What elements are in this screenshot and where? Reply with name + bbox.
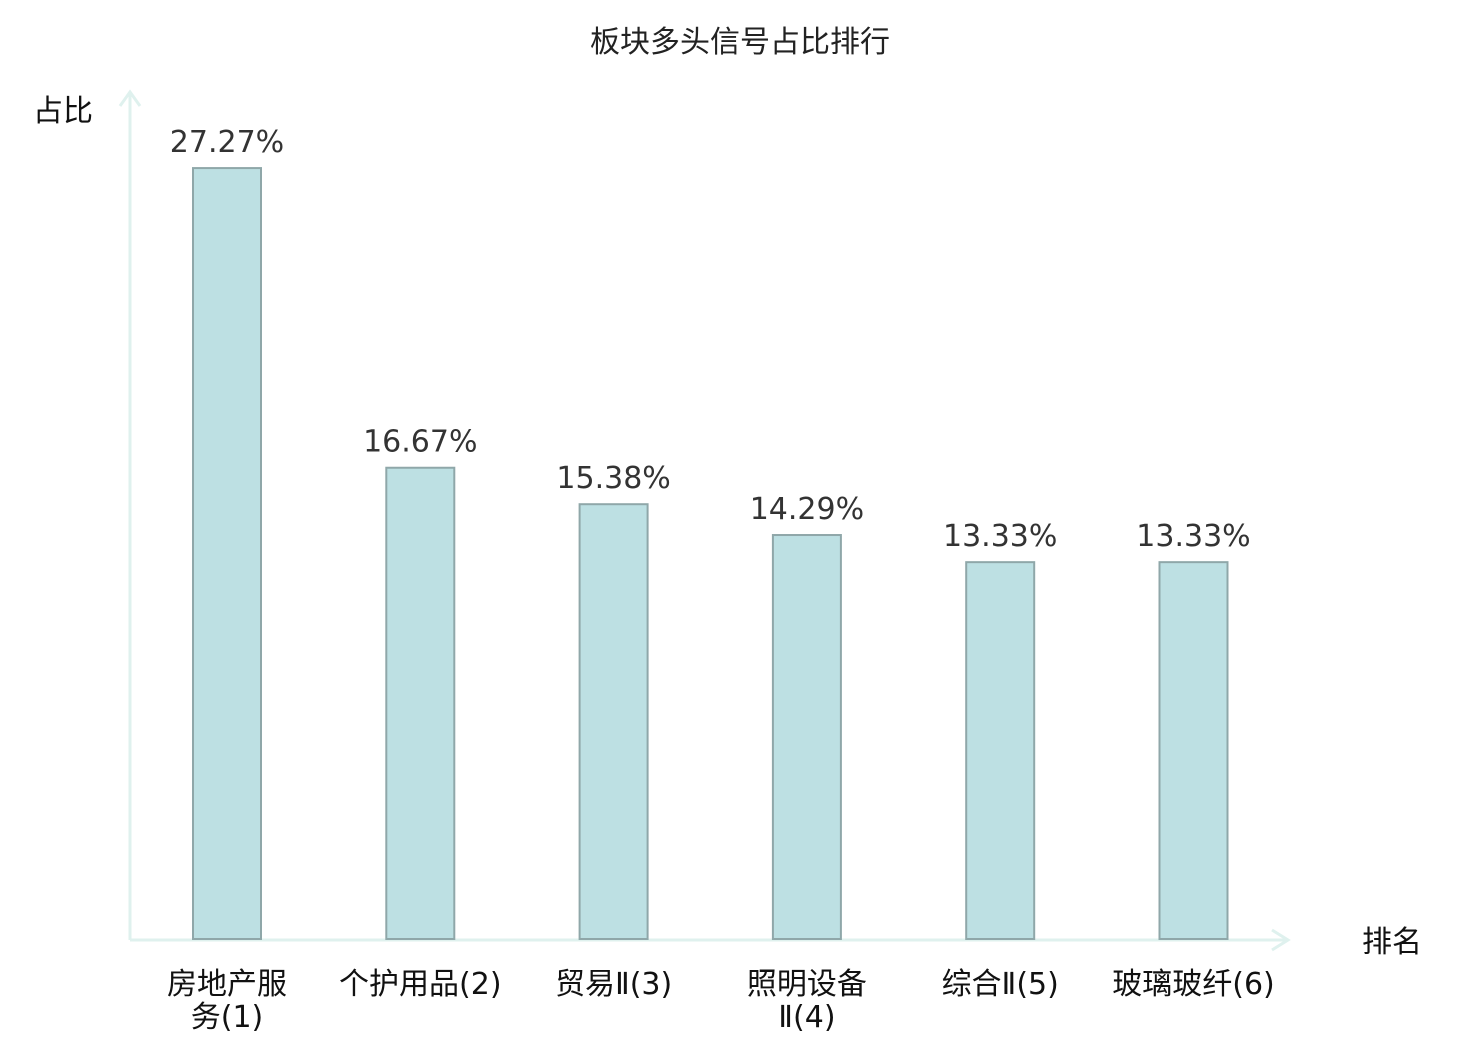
bar-4 xyxy=(771,534,842,941)
value-label-1: 27.27% xyxy=(170,125,284,160)
value-labels-group: 27.27% 16.67% 15.38% 14.29% 13.33% 13.33% xyxy=(170,125,1251,554)
category-label-2: 个护用品(2) xyxy=(339,967,502,1002)
category-label-1-line-2: 务(1) xyxy=(191,1000,264,1035)
value-label-3: 15.38% xyxy=(556,461,670,496)
y-axis-arrow xyxy=(118,89,142,107)
category-label-4-line-1: 照明设备 xyxy=(747,967,867,1002)
chart-title: 板块多头信号占比排行 xyxy=(590,25,890,60)
category-label-5: 综合Ⅱ(5) xyxy=(942,967,1059,1002)
bar-5 xyxy=(965,561,1036,940)
value-label-4: 14.29% xyxy=(750,492,864,527)
bars-group xyxy=(192,167,1229,941)
category-label-4-line-2: Ⅱ(4) xyxy=(778,1000,835,1035)
x-axis-arrow xyxy=(1271,928,1291,952)
bar-2 xyxy=(385,466,456,940)
value-label-5: 13.33% xyxy=(943,519,1057,554)
bar-6 xyxy=(1158,561,1229,940)
bar-3 xyxy=(578,503,649,940)
value-label-6: 13.33% xyxy=(1136,519,1250,554)
y-axis-label: 占比 xyxy=(33,94,93,129)
bar-1 xyxy=(192,167,262,941)
category-label-6: 玻璃玻纤(6) xyxy=(1112,967,1275,1002)
x-axis-label: 排名 xyxy=(1362,925,1422,960)
category-label-3: 贸易Ⅱ(3) xyxy=(555,967,672,1002)
value-label-2: 16.67% xyxy=(363,425,477,460)
category-label-1-line-1: 房地产服 xyxy=(167,967,287,1002)
